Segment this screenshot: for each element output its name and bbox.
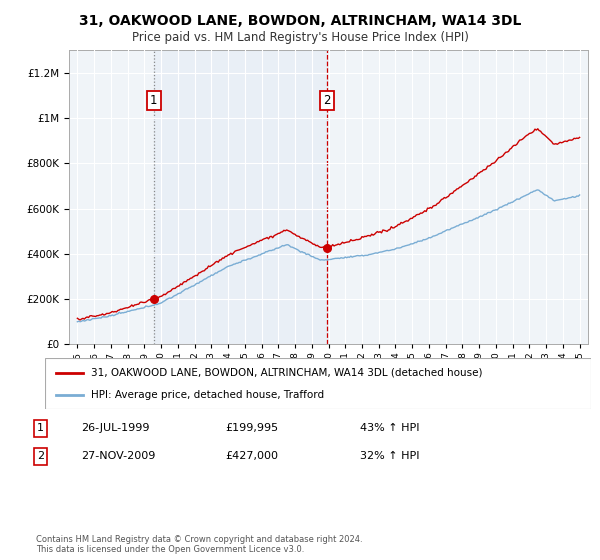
Text: Price paid vs. HM Land Registry's House Price Index (HPI): Price paid vs. HM Land Registry's House … xyxy=(131,31,469,44)
Text: £427,000: £427,000 xyxy=(225,451,278,461)
Text: 31, OAKWOOD LANE, BOWDON, ALTRINCHAM, WA14 3DL: 31, OAKWOOD LANE, BOWDON, ALTRINCHAM, WA… xyxy=(79,14,521,28)
Text: 1: 1 xyxy=(37,423,44,433)
Text: 27-NOV-2009: 27-NOV-2009 xyxy=(81,451,155,461)
Text: 1: 1 xyxy=(150,94,158,106)
FancyBboxPatch shape xyxy=(45,358,591,409)
Text: 2: 2 xyxy=(323,94,331,106)
Bar xyxy=(154,50,327,344)
Text: 31, OAKWOOD LANE, BOWDON, ALTRINCHAM, WA14 3DL (detached house): 31, OAKWOOD LANE, BOWDON, ALTRINCHAM, WA… xyxy=(91,367,483,377)
Text: 26-JUL-1999: 26-JUL-1999 xyxy=(81,423,149,433)
Text: 2: 2 xyxy=(37,451,44,461)
Text: £199,995: £199,995 xyxy=(225,423,278,433)
Text: HPI: Average price, detached house, Trafford: HPI: Average price, detached house, Traf… xyxy=(91,390,325,400)
Text: 43% ↑ HPI: 43% ↑ HPI xyxy=(360,423,419,433)
Text: Contains HM Land Registry data © Crown copyright and database right 2024.
This d: Contains HM Land Registry data © Crown c… xyxy=(36,535,362,554)
Text: 32% ↑ HPI: 32% ↑ HPI xyxy=(360,451,419,461)
